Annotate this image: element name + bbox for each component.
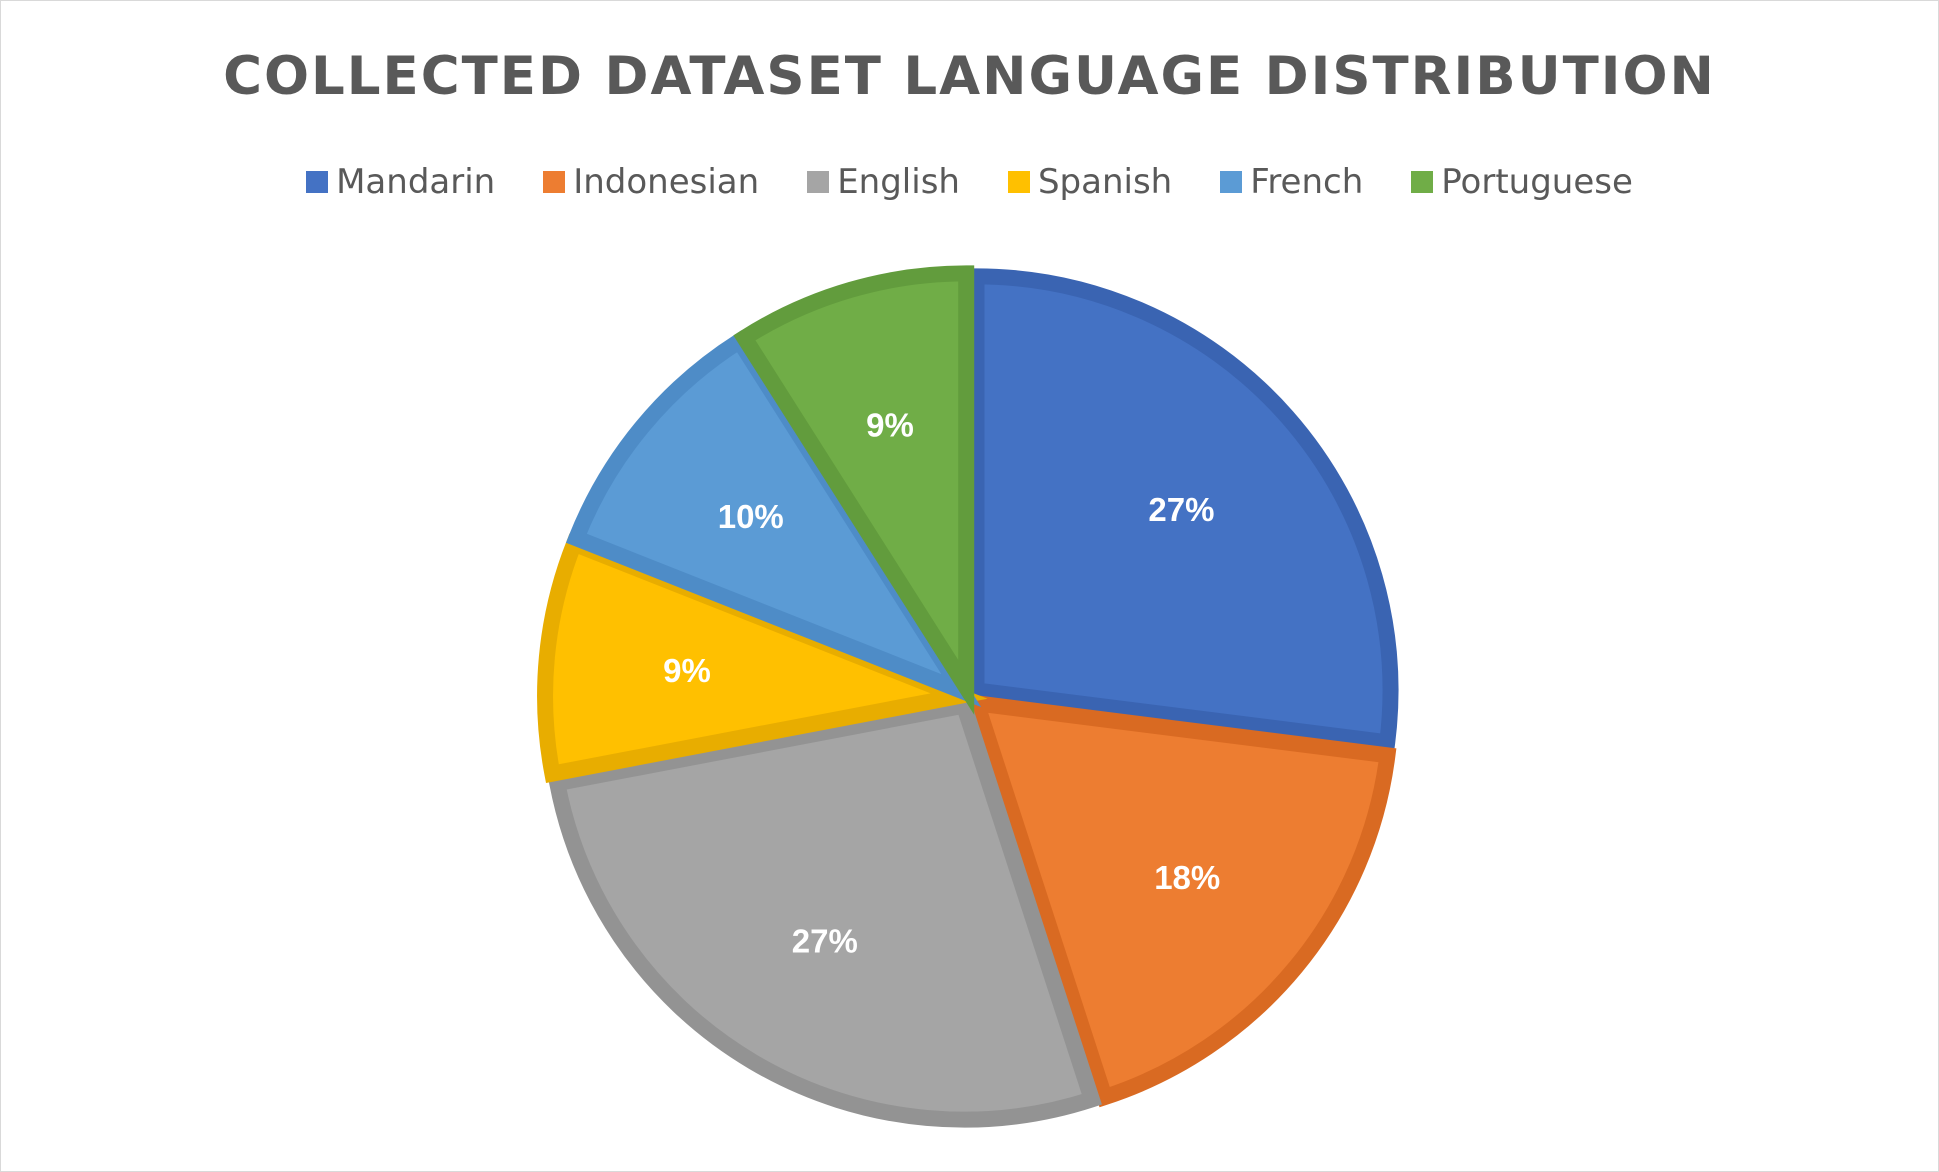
legend-swatch-portuguese [1411,171,1434,193]
legend-swatch-indonesian [543,171,566,193]
data-label-french: 10% [718,498,784,535]
legend-label-spanish: Spanish [1037,162,1173,202]
legend-swatch-spanish [1007,171,1030,193]
pie-slice-english [547,696,1102,1128]
legend-label-indonesian: Indonesian [573,162,760,202]
legend-item-english: English [807,160,960,204]
pie-slice-french [565,330,982,708]
chart-legend: Mandarin Indonesian English Spanish Fren… [0,160,1939,204]
legend-item-portuguese: Portuguese [1411,160,1633,204]
pie-slice-portuguese [733,265,975,715]
legend-swatch-english [807,171,830,193]
pie-labels: 27% 18% 27% 9% 10% 9% [663,407,1220,960]
data-label-portuguese: 9% [866,407,914,444]
legend-swatch-mandarin [306,171,329,193]
legend-item-mandarin: Mandarin [306,160,495,204]
data-label-english: 27% [792,922,858,959]
legend-label-mandarin: Mandarin [336,162,496,202]
pie-slice-mandarin [968,268,1399,752]
pie-slices [537,265,1399,1128]
pie-slice-spanish [537,533,988,783]
data-label-mandarin: 27% [1148,491,1214,528]
data-label-spanish: 9% [663,652,711,689]
legend-item-spanish: Spanish [1007,160,1173,204]
legend-label-portuguese: Portuguese [1441,162,1633,202]
pie-slice-indonesian [965,693,1397,1108]
legend-item-indonesian: Indonesian [543,160,759,204]
legend-item-french: French [1220,160,1363,204]
legend-swatch-french [1220,171,1243,193]
legend-label-french: French [1250,162,1364,202]
legend-label-english: English [837,162,960,202]
chart-title: COLLECTED DATASET LANGUAGE DISTRIBUTION [223,46,1716,107]
data-label-indonesian: 18% [1154,859,1220,896]
